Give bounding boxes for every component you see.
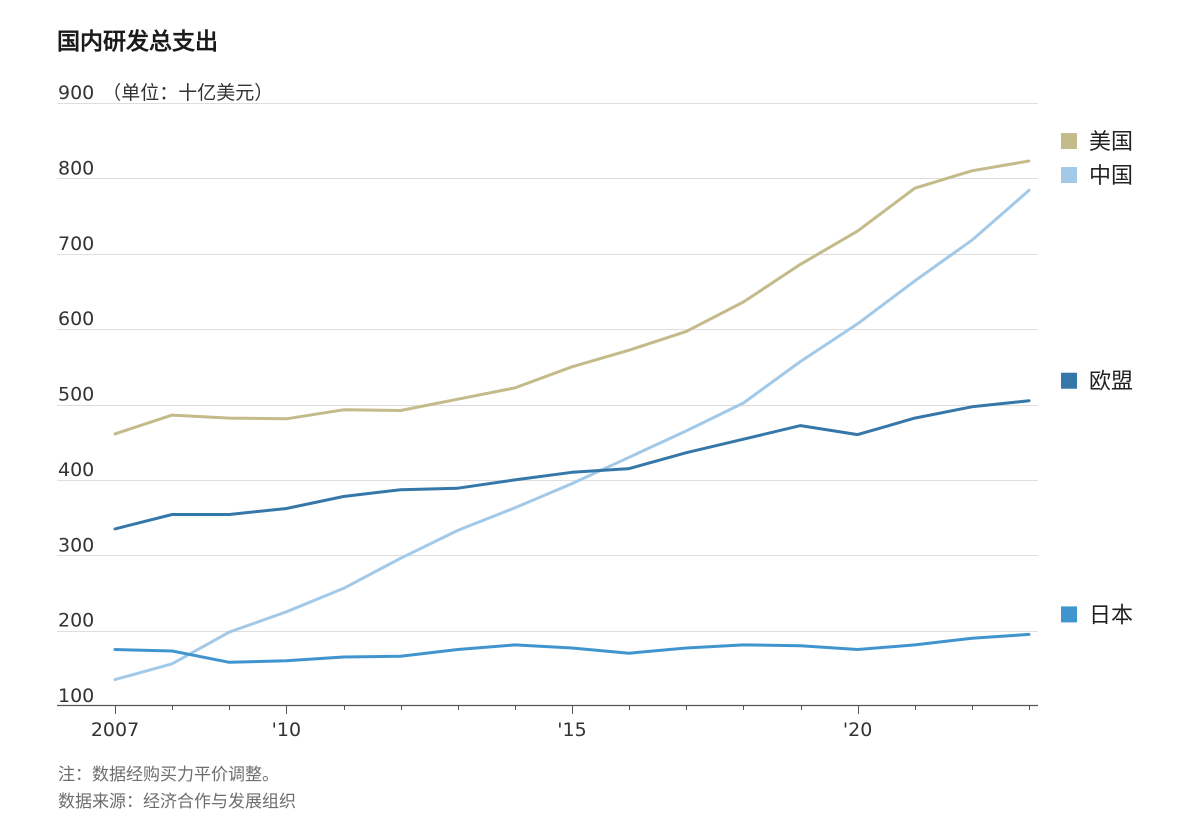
legend-label: 欧盟	[1089, 370, 1133, 395]
legend-swatch	[1061, 606, 1077, 623]
x-tick-label: '20	[843, 719, 872, 741]
y-tick-label: 700	[58, 233, 94, 255]
y-tick-label: 400	[58, 459, 94, 481]
legend-swatch	[1061, 167, 1077, 184]
series-line-4	[113, 632, 1031, 664]
legend-item: 美国	[1061, 130, 1133, 155]
legend-item: 欧盟	[1061, 370, 1133, 395]
y-tick-label: 500	[58, 384, 94, 406]
series-line-3	[113, 399, 1031, 531]
chart-source: 数据来源：经济合作与发展组织	[58, 792, 296, 812]
legend-label: 日本	[1089, 603, 1133, 628]
legend-item: 日本	[1061, 603, 1133, 628]
legend-label: 中国	[1089, 164, 1133, 189]
legend-item: 中国	[1061, 164, 1133, 189]
x-tick-label: '10	[272, 719, 301, 741]
chart-note: 注：数据经购买力平价调整。	[58, 765, 279, 785]
x-tick-label: '15	[557, 719, 586, 741]
series-line-1	[113, 159, 1031, 436]
y-tick-label: 200	[58, 610, 94, 632]
legend-label: 美国	[1089, 130, 1133, 155]
chart-title: 国内研发总支出	[57, 29, 218, 55]
x-tick-label: 2007	[91, 719, 139, 741]
gridlines	[57, 103, 1038, 632]
legend-swatch	[1061, 133, 1077, 150]
y-tick-label: 600	[58, 308, 94, 330]
y-axis: 900 （单位：十亿美元） 800 700 600 500 400 300 200 100	[58, 82, 273, 707]
y-tick-label: 900 （单位：十亿美元）	[58, 82, 273, 104]
y-tick-label: 100	[58, 685, 94, 707]
y-tick-label: 800	[58, 157, 94, 179]
y-axis-unit-label: （单位：十亿美元）	[102, 82, 273, 104]
y-tick-label: 300	[58, 534, 94, 556]
legend-swatch	[1061, 372, 1077, 389]
series-line-2	[113, 188, 1031, 682]
series-lines	[113, 159, 1031, 682]
x-axis: 2007 '10 '15 '20	[57, 704, 1038, 741]
